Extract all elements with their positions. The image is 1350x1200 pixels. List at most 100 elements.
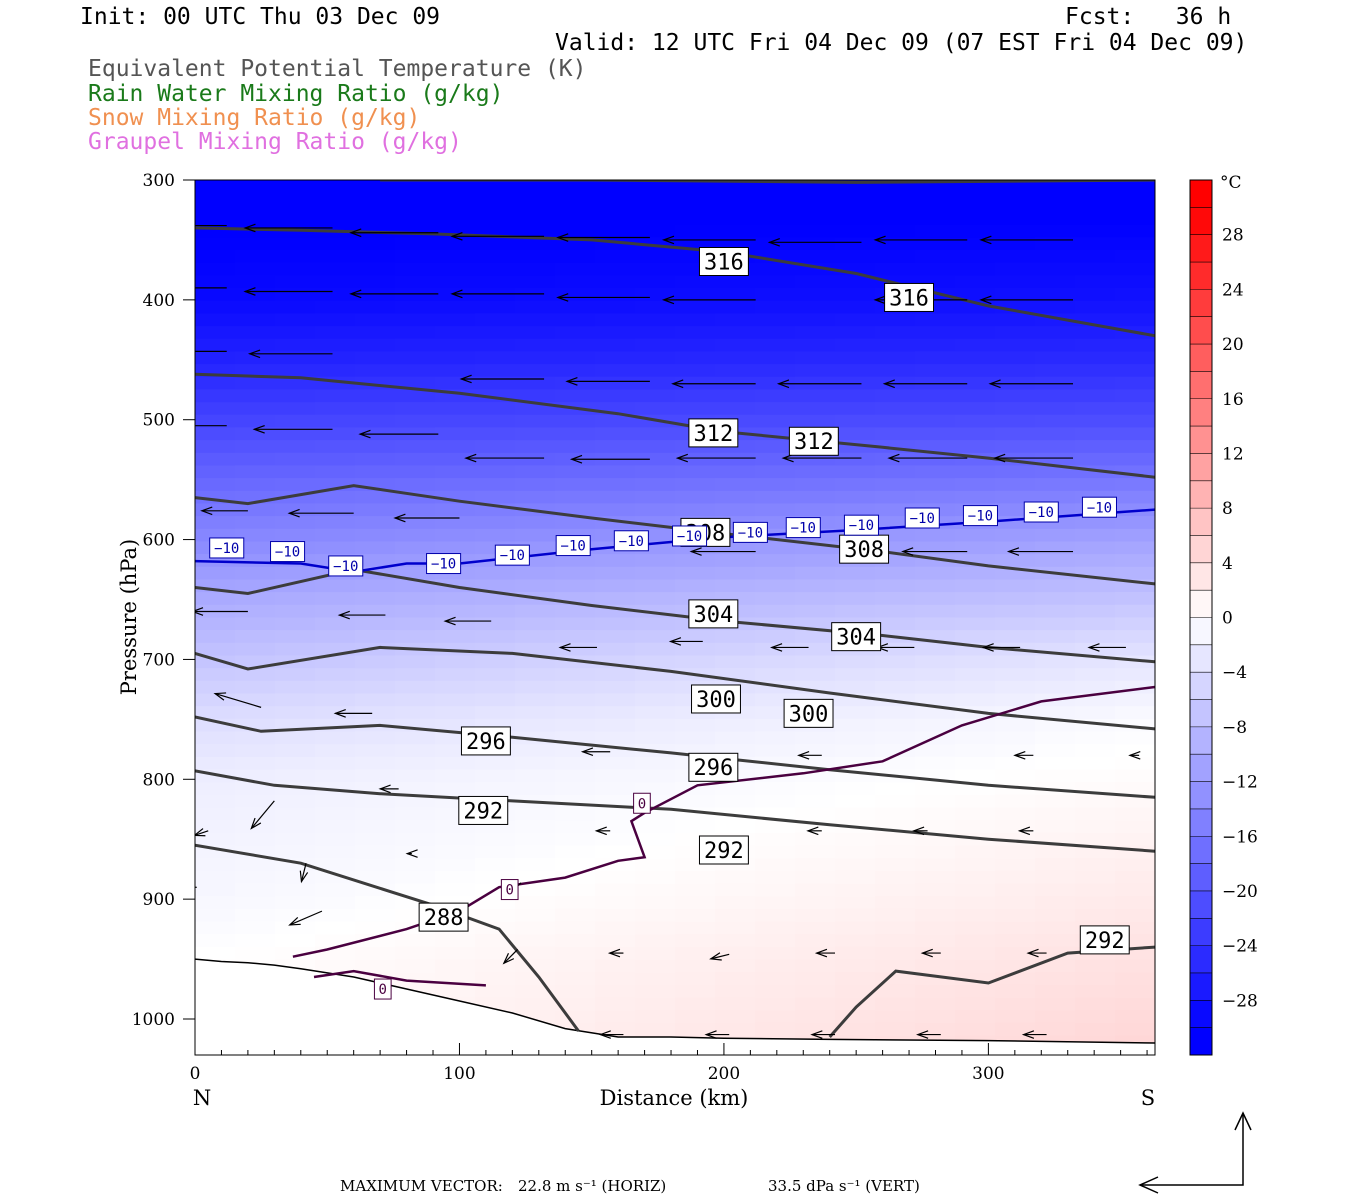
temperature-cell xyxy=(275,326,316,340)
temperature-cell xyxy=(715,718,756,733)
temperature-cell xyxy=(275,528,316,543)
temperature-cell xyxy=(395,845,436,860)
temperature-cell xyxy=(1075,326,1116,340)
temperature-cell xyxy=(635,427,676,442)
temperature-cell xyxy=(835,706,876,720)
temperature-cell xyxy=(675,972,716,986)
temperature-cell xyxy=(635,642,676,657)
temperature-cell xyxy=(555,478,596,492)
temperature-cell xyxy=(355,465,396,480)
temperature-cell xyxy=(355,756,396,771)
temperature-cell xyxy=(995,275,1036,290)
temperature-cell xyxy=(795,180,836,188)
temperature-cell xyxy=(195,440,236,454)
wind-vector xyxy=(776,379,862,389)
y-tick-label: 600 xyxy=(143,531,175,551)
temperature-cell xyxy=(875,250,916,264)
temperature-cell xyxy=(275,275,316,290)
colorbar-tick-label: −28 xyxy=(1222,991,1258,1011)
temperature-cell xyxy=(355,630,396,644)
temperature-cell xyxy=(755,1010,796,1024)
wind-vector xyxy=(1017,826,1034,836)
colorbar-swatch xyxy=(1190,726,1212,755)
temperature-cell xyxy=(675,794,716,809)
temperature-cell xyxy=(355,440,396,454)
temperature-cell xyxy=(1075,794,1116,809)
temperature-cell xyxy=(955,275,996,290)
temperature-cell xyxy=(355,300,396,315)
temperature-cell xyxy=(275,313,316,328)
temperature-cell xyxy=(995,655,1036,670)
temperature-cell xyxy=(835,718,876,733)
colorbar-tick-label: 28 xyxy=(1222,226,1244,246)
temperature-cell xyxy=(955,858,996,872)
temperature-cell xyxy=(515,908,556,923)
temperature-cell xyxy=(1035,896,1076,910)
temperature-cell xyxy=(595,934,636,948)
temperature-cell xyxy=(1115,180,1155,188)
temperature-cell xyxy=(315,680,356,695)
temperature-cell xyxy=(555,744,596,758)
temperature-cell xyxy=(595,180,636,188)
temperature-cell xyxy=(875,199,916,213)
temperature-cell xyxy=(515,668,556,682)
temperature-cell xyxy=(675,554,716,568)
svg-text:−10: −10 xyxy=(619,534,644,550)
temperature-cell xyxy=(315,262,356,277)
temperature-cell xyxy=(915,490,956,505)
y-tick-label: 400 xyxy=(143,291,175,311)
temperature-cell xyxy=(1075,896,1116,910)
temperature-cell xyxy=(915,250,956,264)
reference-vector-path xyxy=(1140,1115,1244,1186)
isotherm-label-minus10: −10 xyxy=(555,535,591,557)
temperature-cell xyxy=(995,579,1036,594)
temperature-cell xyxy=(515,440,556,454)
temperature-cell xyxy=(275,579,316,594)
temperature-cell xyxy=(515,199,556,213)
temperature-cell xyxy=(395,706,436,720)
temperature-cell xyxy=(555,414,596,429)
temperature-cell xyxy=(595,440,636,454)
wind-vector xyxy=(378,784,399,794)
isotherm-label-minus10: −10 xyxy=(494,544,530,566)
temperature-cell xyxy=(915,326,956,340)
temperature-cell xyxy=(835,566,876,581)
temperature-cell xyxy=(635,870,676,885)
temperature-cell xyxy=(555,858,596,872)
temperature-cell xyxy=(795,554,836,568)
temperature-cell xyxy=(195,744,236,758)
temperature-cell xyxy=(515,427,556,442)
temperature-cell xyxy=(835,338,876,353)
temperature-cell xyxy=(475,668,516,682)
temperature-cell xyxy=(275,921,316,936)
temperature-cell xyxy=(995,541,1036,556)
wind-vector xyxy=(358,429,439,439)
temperature-cell xyxy=(1115,490,1155,505)
isotherm-label-minus10: −10 xyxy=(613,530,649,552)
temperature-cell xyxy=(595,275,636,290)
temperature-cell xyxy=(555,630,596,644)
temperature-cell xyxy=(955,883,996,898)
y-tick-label: 800 xyxy=(143,770,175,790)
wind-vector xyxy=(873,235,968,245)
temperature-cell xyxy=(1115,186,1155,201)
temperature-cell xyxy=(675,883,716,898)
temperature-cell xyxy=(995,389,1036,404)
temperature-cell xyxy=(955,731,996,746)
temperature-cell xyxy=(1115,288,1155,302)
temperature-cell xyxy=(795,984,836,999)
temperature-cell xyxy=(395,832,436,847)
temperature-cell xyxy=(1115,604,1155,619)
temperature-cell xyxy=(875,845,916,860)
temperature-cell xyxy=(755,959,796,974)
temperature-cell xyxy=(875,959,916,974)
temperature-cell xyxy=(955,541,996,556)
temperature-cell xyxy=(195,782,236,796)
temperature-cell xyxy=(395,693,436,708)
temperature-cell xyxy=(435,180,476,188)
temperature-cell xyxy=(715,212,756,226)
temperature-cell xyxy=(555,186,596,201)
temperature-cell xyxy=(235,630,276,644)
temperature-cell xyxy=(955,984,996,999)
